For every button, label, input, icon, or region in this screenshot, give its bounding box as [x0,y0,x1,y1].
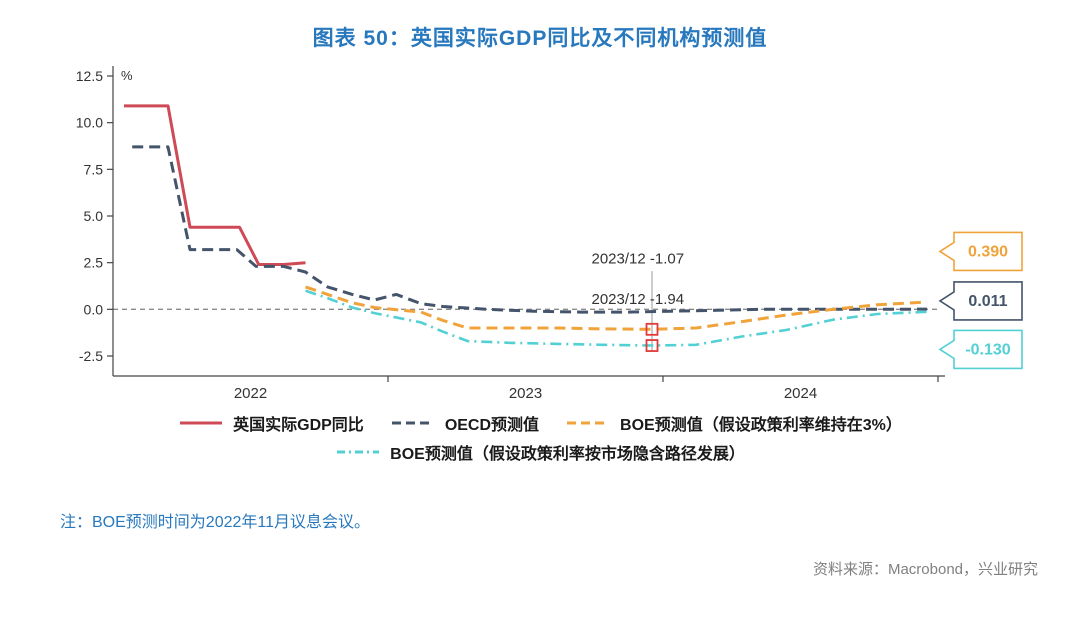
legend-label: BOE预测值（假设政策利率按市场隐含路径发展） [390,446,745,463]
legend-line-sample-dashed-navy [391,421,434,425]
data-source: 资料来源：Macrobond，兴业研究 [812,561,1038,578]
legend-row-2: BOE预测值（假设政策利率按市场隐含路径发展） [0,440,1080,464]
series-line-2 [305,285,928,331]
y-tick-label: -2.5 [79,348,103,364]
footnote: 注：BOE预测时间为2022年11月议息会议。 [60,514,370,531]
end-value-label: 0.390 [968,243,1008,260]
legend-item-oecd-forecast: OECD预测值 [390,411,539,435]
series-line-0 [124,104,306,266]
highlight-marker [645,339,659,352]
x-tick-label: 2024 [784,385,817,401]
y-axis-unit: % [121,68,133,83]
point-annotation: 2023/12 -1.94 [592,291,685,308]
x-tick-label: 2023 [509,385,542,401]
legend-row-1: 英国实际GDP同比 OECD预测值 BOE预测值（假设政策利率维持在3%） [0,411,1080,435]
legend-item-boe-forecast-3pct: BOE预测值（假设政策利率维持在3%） [565,411,902,435]
end-value-callout [938,231,1023,272]
y-tick-label: 7.5 [84,161,104,177]
gdp-forecast-line-chart: 12.5 10.0 7.5 5.0 2.5 0.0 -2.5 2022 2023 2024% 202… [76,66,1023,402]
y-tick-label: 5.0 [84,208,104,224]
x-tick-label: 2022 [234,385,267,401]
legend-item-actual-gdp: 英国实际GDP同比 [178,411,364,435]
chart-title: 图表 50：英国实际GDP同比及不同机构预测值 [312,27,768,50]
y-tick-label: 10.0 [76,115,103,131]
legend-line-sample-solid-red [180,421,223,425]
legend-label: OECD预测值 [444,417,540,434]
chart-area: 12.5 10.0 7.5 5.0 2.5 0.0 -2.5 2022 2023 2024% 202… [10,56,1070,406]
legend-line-sample-dashdot-cyan [337,450,380,454]
series-line-3 [305,289,928,347]
y-tick-label: 0.0 [84,301,104,317]
legend-item-boe-forecast-market-path: BOE预测值（假设政策利率按市场隐含路径发展） [335,440,745,464]
legend-label: BOE预测值（假设政策利率维持在3%） [620,417,902,434]
chart-legend: 英国实际GDP同比 OECD预测值 BOE预测值（假设政策利率维持在3%） BO… [0,411,1080,464]
series-line-1 [132,145,928,314]
end-value-callout [938,329,1023,370]
end-value-label: -0.130 [965,341,1010,358]
y-tick-label: 2.5 [84,255,104,271]
end-value-label: 0.011 [968,293,1007,310]
point-annotation: 2023/12 -1.07 [592,251,685,268]
end-value-callout [938,281,1023,321]
legend-label: 英国实际GDP同比 [233,417,364,434]
y-tick-label: 12.5 [76,68,103,84]
highlight-marker [645,322,659,336]
legend-line-sample-dashed-orange [567,421,610,425]
